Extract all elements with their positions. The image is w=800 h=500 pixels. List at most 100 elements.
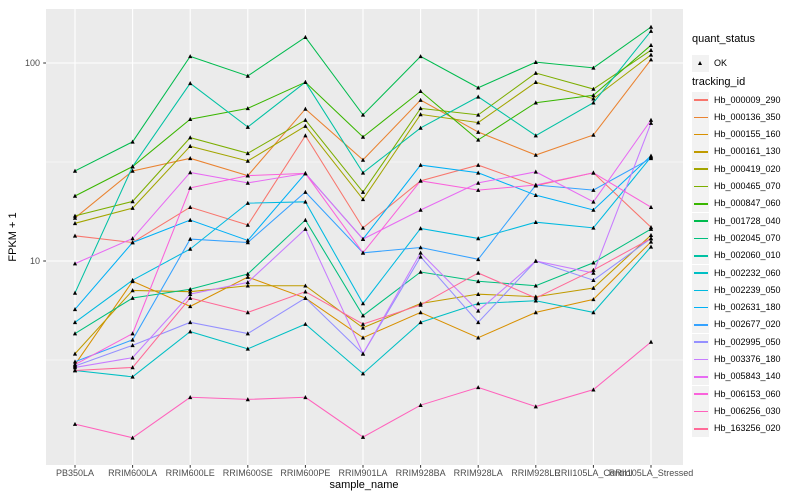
- legend-key-line-icon: [693, 289, 708, 292]
- data-point: [476, 120, 481, 125]
- y-axis-title: FPKM + 1: [7, 212, 19, 262]
- data-point: [303, 34, 308, 39]
- data-point: [418, 302, 423, 307]
- data-point: [130, 355, 135, 360]
- data-point: [360, 157, 366, 162]
- data-point: [648, 232, 654, 237]
- legend-entry-label: Hb_003376_180: [714, 354, 781, 364]
- data-point: [360, 325, 366, 330]
- legend-entry-label: Hb_000847_060: [714, 198, 781, 209]
- legend-key-box: [692, 316, 709, 334]
- data-point: [303, 199, 308, 204]
- data-point: [303, 189, 308, 194]
- data-point: [360, 301, 366, 306]
- data-point: [188, 135, 193, 140]
- data-point: [476, 278, 481, 284]
- data-point: [130, 435, 135, 440]
- data-point: [648, 117, 654, 122]
- legend-key-line-icon: [693, 324, 708, 326]
- data-point: [648, 57, 654, 62]
- data-point: [418, 269, 423, 274]
- legend-key-box: [692, 281, 709, 299]
- legend-key-box: [692, 385, 709, 403]
- legend-key-box: [692, 420, 709, 438]
- data-point: [533, 59, 538, 64]
- data-point: [188, 289, 193, 294]
- data-point: [591, 96, 596, 101]
- data-point: [72, 221, 78, 226]
- x-tick-label: RRII105LA_Stressed: [608, 468, 694, 478]
- data-point: [591, 170, 596, 175]
- legend-key-line-icon: [693, 116, 708, 119]
- data-point: [245, 274, 250, 279]
- legend-key-box: [692, 195, 709, 213]
- data-point: [476, 308, 481, 313]
- legend-key-box: [692, 368, 709, 386]
- legend-key-line-icon: [693, 133, 708, 136]
- data-point: [648, 120, 654, 125]
- legend-key-line-icon: [693, 410, 708, 413]
- data-point: [360, 250, 366, 255]
- data-point: [533, 100, 538, 105]
- legend-entry-label: Hb_002677_020: [714, 319, 781, 330]
- data-point: [72, 362, 78, 367]
- data-point: [591, 86, 596, 91]
- data-point: [533, 310, 538, 315]
- data-point: [648, 47, 654, 53]
- data-point: [303, 217, 308, 222]
- data-point: [533, 283, 538, 288]
- data-point: [418, 245, 423, 250]
- data-point: [591, 267, 596, 272]
- x-tick-label: RRIM928LA: [453, 468, 503, 478]
- data-point: [130, 343, 135, 348]
- legend-entry-label: Hb_000419_020: [714, 163, 781, 174]
- legend-title-quant-status: quant_status: [692, 33, 755, 45]
- x-axis-title: sample_name: [329, 479, 399, 491]
- data-point: [130, 374, 135, 379]
- data-point: [130, 168, 135, 173]
- data-point: [188, 170, 193, 175]
- data-point: [72, 215, 78, 220]
- data-point: [245, 124, 250, 129]
- data-point: [72, 213, 78, 218]
- legend-key-box: [692, 299, 709, 317]
- legend-key-line-icon: [693, 168, 708, 171]
- legend-entry-label: Hb_000465_070: [714, 181, 781, 191]
- x-tick-label: RRIM928BA: [395, 468, 446, 478]
- data-point: [303, 123, 308, 128]
- data-point: [245, 240, 250, 245]
- x-tick-label: RRII105LA_Control: [554, 468, 633, 478]
- data-point: [130, 365, 135, 370]
- legend-key-line-icon: [693, 358, 708, 361]
- data-point: [418, 178, 423, 183]
- data-point: [476, 170, 481, 175]
- data-point: [360, 371, 366, 376]
- data-point: [418, 106, 423, 111]
- data-point: [72, 368, 78, 373]
- data-point: [130, 139, 135, 144]
- data-point: [533, 169, 538, 174]
- legend-key-box: [692, 108, 709, 126]
- data-point: [303, 226, 308, 231]
- legend-key-line-icon: [693, 99, 708, 101]
- data-point: [245, 158, 250, 163]
- data-point: [476, 320, 481, 325]
- data-point: [591, 387, 596, 392]
- data-point: [130, 199, 135, 204]
- data-point: [360, 313, 366, 318]
- data-point: [591, 187, 596, 192]
- y-tick-label: 10: [29, 255, 40, 266]
- data-point: [360, 351, 366, 356]
- data-point: [533, 258, 538, 263]
- data-point: [360, 321, 366, 326]
- x-tick-label: RRIM600LE: [165, 468, 215, 478]
- data-point: [303, 394, 308, 400]
- legend-key-box: [692, 333, 709, 351]
- data-point: [591, 270, 596, 275]
- data-point: [245, 150, 250, 156]
- legend-key-line-icon: [693, 254, 708, 257]
- legend-key-line-icon: [693, 220, 708, 222]
- data-point: [360, 189, 366, 194]
